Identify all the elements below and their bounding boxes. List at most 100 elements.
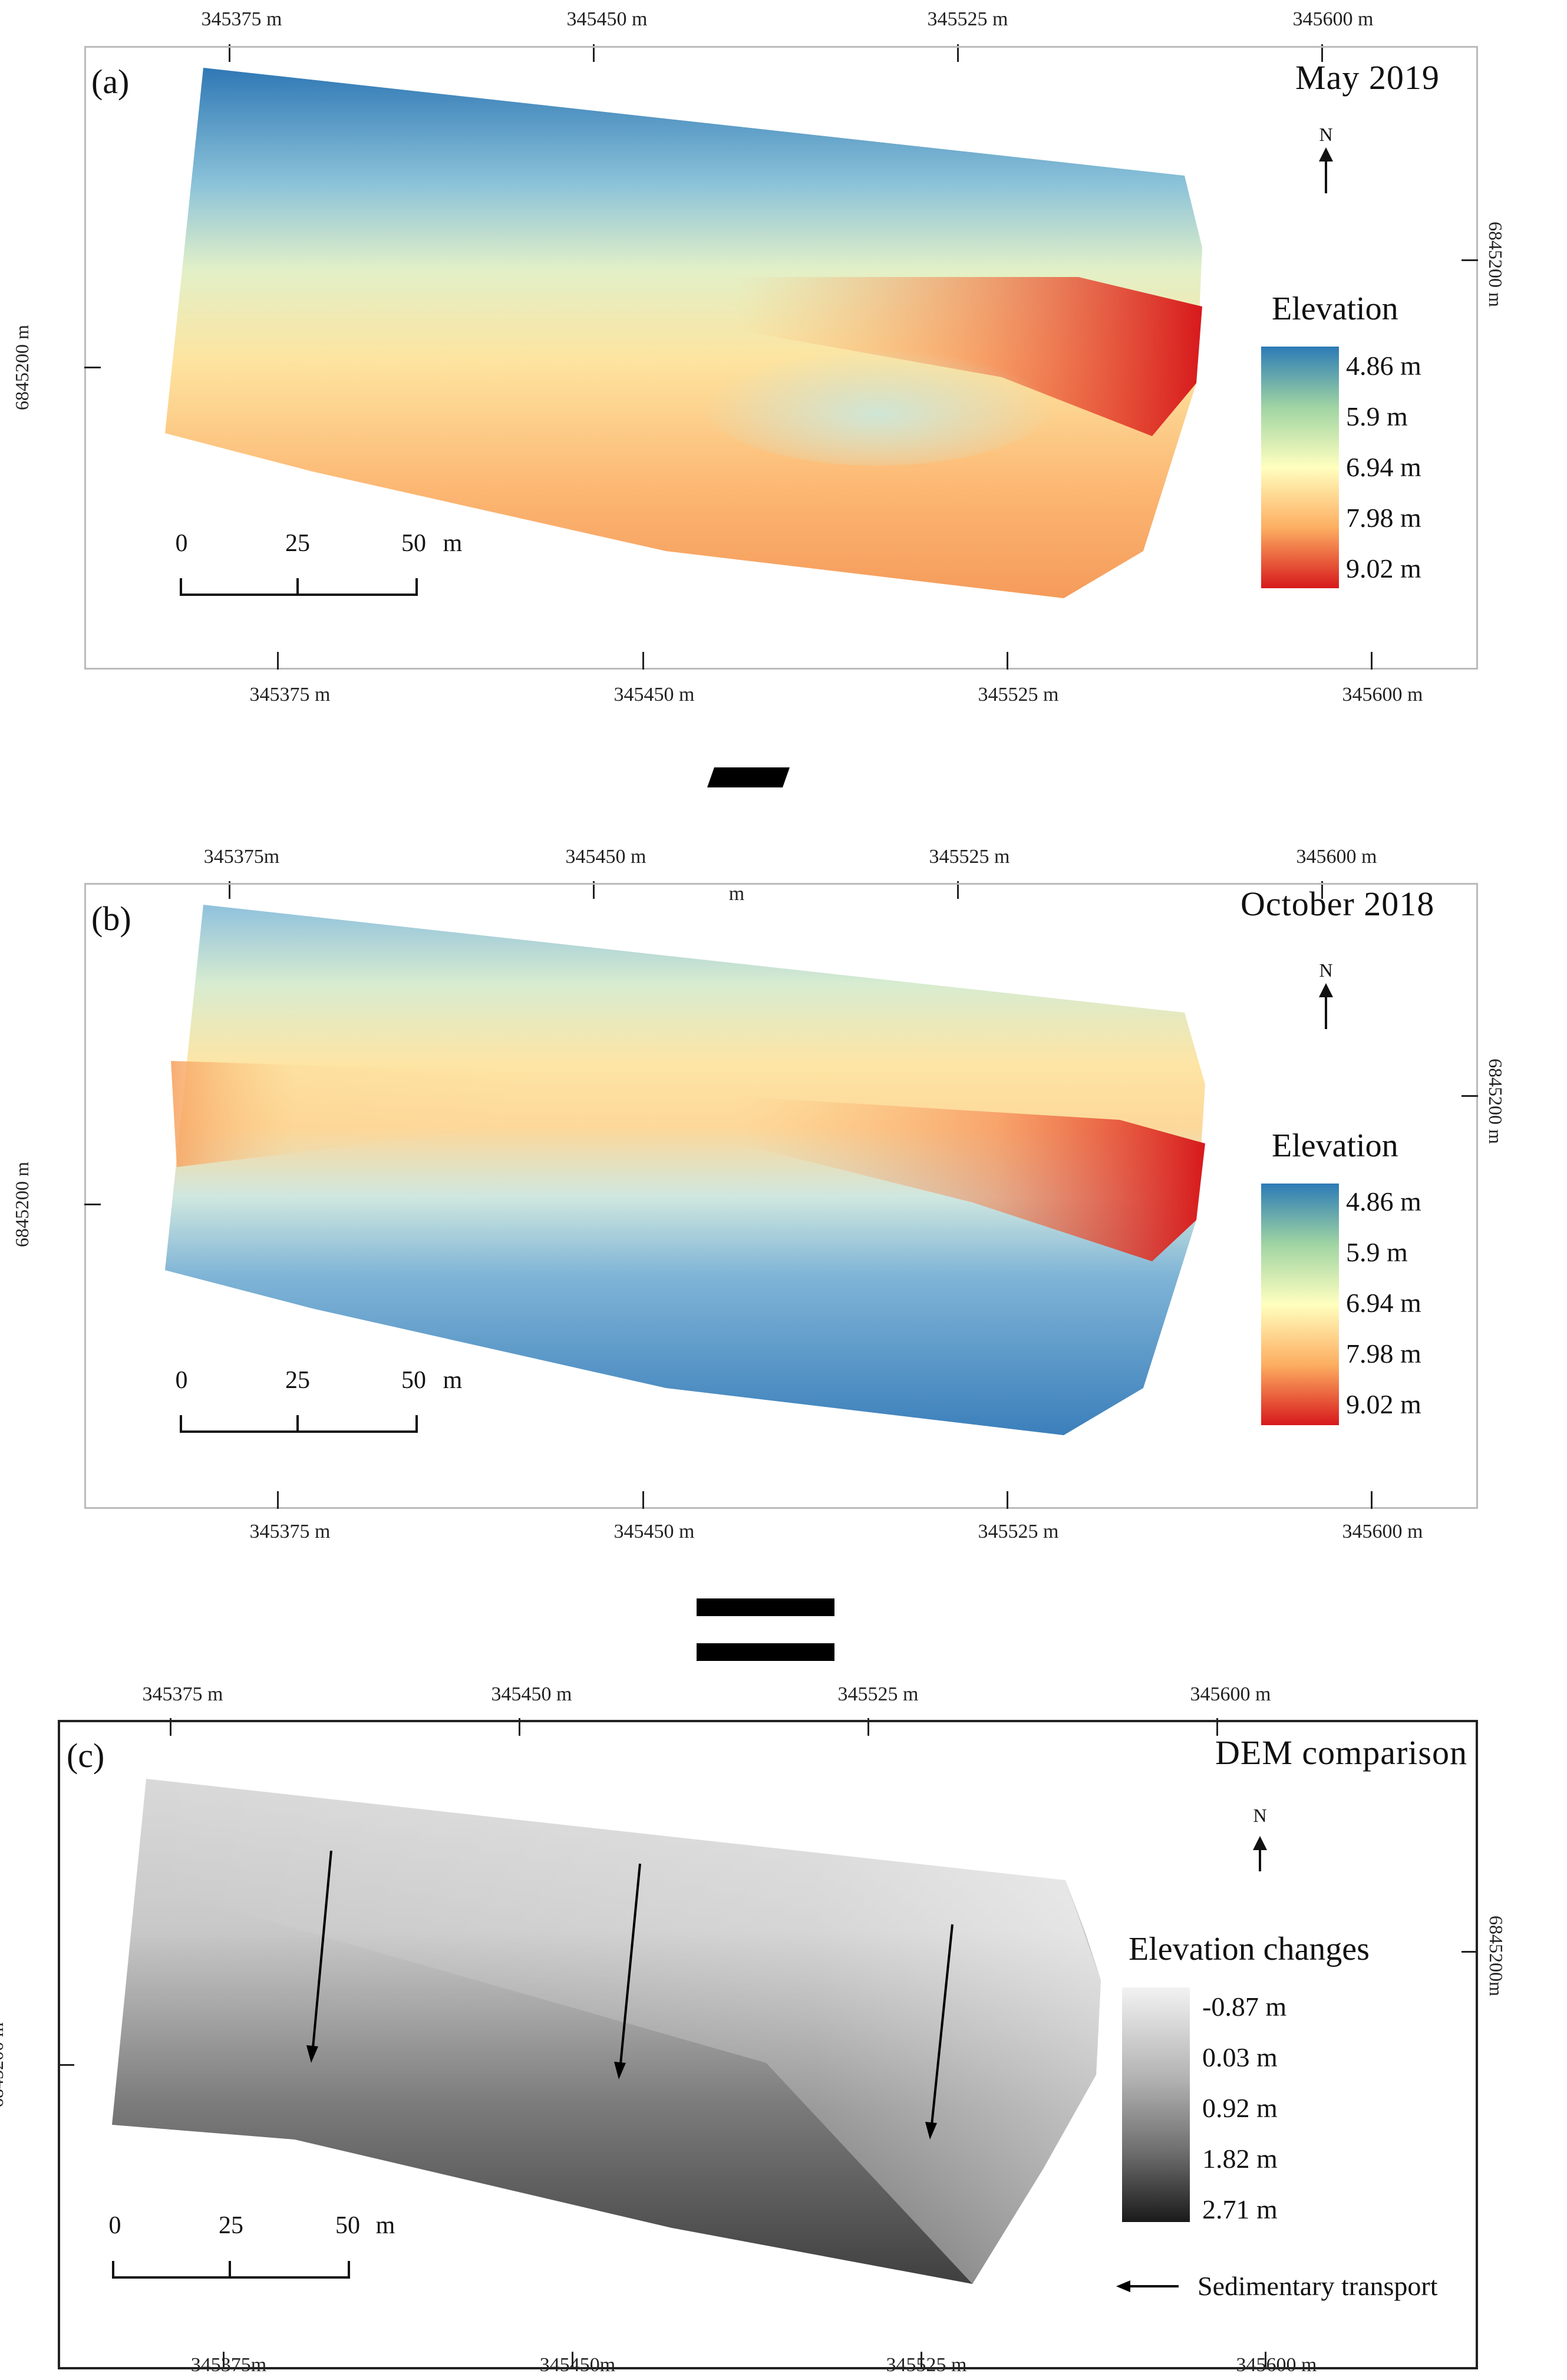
top-tick [593, 44, 595, 62]
legend-value: 6.94 m [1346, 1288, 1421, 1318]
map-frame [58, 1720, 1478, 2369]
bottom-x-tick-label: 345450m [539, 2354, 616, 2376]
scale-bar-line [112, 2261, 350, 2279]
top-x-tick-label: 345600 m [1190, 1683, 1271, 1705]
top-tick [1321, 44, 1323, 62]
top-x-tick-label: 345375m [203, 846, 280, 868]
scale-bar-line [180, 578, 418, 596]
transport-legend-label: Sedimentary transport [1197, 2271, 1438, 2301]
left-tick [84, 367, 101, 368]
bottom-x-tick-label: 345600 m [1236, 2354, 1317, 2376]
bottom-x-tick-label: 345525 m [978, 684, 1059, 706]
top-tick [229, 44, 230, 62]
bottom-x-tick-label: 345375 m [249, 684, 331, 706]
scale-label: 25 [219, 2212, 243, 2239]
right-tick [1462, 1095, 1478, 1097]
minus-symbol [707, 767, 790, 787]
top-tick [229, 881, 230, 899]
bottom-x-tick-label: 345450 m [613, 684, 695, 706]
legend-value: 0.03 m [1202, 2042, 1278, 2072]
map-frame [84, 46, 1478, 670]
scale-unit: m [375, 2212, 395, 2239]
elevation-raster [165, 905, 1205, 1435]
bottom-x-tick-label: 345600 m [1342, 684, 1423, 706]
legend-title: Elevation [1272, 291, 1398, 327]
legend-value: 2.71 m [1202, 2194, 1278, 2224]
bottom-tick [223, 2352, 225, 2369]
north-label: N [1319, 124, 1333, 145]
bottom-tick [572, 2352, 573, 2369]
bottom-tick [1007, 1491, 1008, 1509]
top-tick [519, 1718, 520, 1736]
panel-letter: (c) [67, 1736, 105, 1775]
north-arrow-icon [1318, 147, 1334, 193]
top-x-tick-label: 345525 m [837, 1683, 919, 1705]
bottom-tick [642, 652, 644, 670]
top-extra-label: m [728, 883, 745, 905]
legend-value: 4.86 m [1346, 351, 1421, 381]
legend-value: 4.86 m [1346, 1186, 1421, 1217]
north-label: N [1253, 1805, 1267, 1826]
legend-value: 1.82 m [1202, 2144, 1278, 2174]
bottom-tick [277, 652, 279, 670]
bottom-tick [1007, 652, 1008, 670]
legend-value: 9.02 m [1346, 553, 1421, 584]
top-x-tick-label: 345525 m [927, 8, 1008, 30]
panel-letter: (a) [91, 62, 130, 101]
north-arrow-icon [1252, 1836, 1268, 1871]
transport-legend-arrow-icon [1116, 2280, 1179, 2292]
scale-label: 50 [335, 2212, 360, 2239]
scale-unit: m [443, 1367, 463, 1394]
bottom-x-tick-label: 345525 m [978, 1521, 1059, 1542]
top-x-tick-label: 345525 m [929, 846, 1010, 868]
bottom-tick [642, 1491, 644, 1509]
legend-value: -0.87 m [1202, 1992, 1287, 2022]
right-tick [1462, 1951, 1478, 1953]
bottom-tick [277, 1491, 279, 1509]
top-x-tick-label: 345375 m [201, 8, 282, 30]
panel-letter: (b) [91, 899, 131, 938]
legend-value: 9.02 m [1346, 1389, 1421, 1419]
scale-label: 50 [401, 530, 426, 557]
legend-value: 7.98 m [1346, 503, 1421, 533]
bottom-x-tick-label: 345525 m [886, 2354, 967, 2376]
top-tick [1216, 1718, 1218, 1736]
legend-value: 6.94 m [1346, 452, 1421, 482]
legend-colorbar [1122, 1987, 1190, 2222]
bottom-tick [1371, 1491, 1373, 1509]
bottom-tick [1265, 2352, 1266, 2369]
scale-label: 0 [175, 1367, 188, 1394]
scale-label: 50 [401, 1367, 426, 1394]
scale-label: 0 [108, 2212, 121, 2239]
legend-title: Elevation [1272, 1128, 1398, 1164]
top-x-tick-label: 345600 m [1292, 8, 1374, 30]
top-tick [1321, 881, 1323, 899]
elevation-raster [165, 68, 1202, 598]
top-tick [170, 1718, 171, 1736]
panel-title: October 2018 [1241, 885, 1435, 923]
left-tick [84, 1204, 101, 1205]
equals-bar [697, 1643, 834, 1661]
legend-value: 0.92 m [1202, 2093, 1278, 2123]
scale-label: 0 [175, 530, 188, 557]
top-tick [957, 44, 959, 62]
top-x-tick-label: 345375 m [142, 1683, 223, 1705]
bottom-x-tick-label: 345375 m [249, 1521, 331, 1542]
elevation-change-raster [112, 1779, 1101, 2284]
scale-label: 25 [285, 530, 310, 557]
legend-value: 5.9 m [1346, 1237, 1408, 1267]
top-x-tick-label: 345600 m [1296, 846, 1377, 868]
equals-bar [697, 1598, 834, 1616]
equals-symbol [697, 1598, 834, 1661]
top-x-tick-label: 345450 m [566, 8, 648, 30]
panel-title: May 2019 [1295, 58, 1440, 97]
scale-label: 25 [285, 1367, 310, 1394]
panel-title: DEM comparison [1215, 1733, 1467, 1772]
north-arrow-icon [1318, 983, 1334, 1029]
transport-arrows [306, 1850, 954, 2140]
top-x-tick-label: 345450 m [565, 846, 646, 868]
legend-value: 7.98 m [1346, 1339, 1421, 1369]
legend-value: 5.9 m [1346, 401, 1408, 431]
transport-arrow-icon [306, 1850, 332, 2063]
legend-colorbar [1261, 1184, 1339, 1425]
